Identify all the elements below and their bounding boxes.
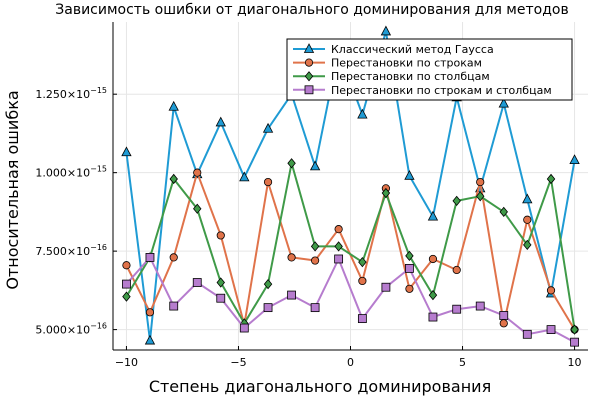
diamond-marker xyxy=(334,241,343,252)
diamond-marker xyxy=(570,324,579,335)
square-marker xyxy=(122,279,131,289)
circle-marker xyxy=(523,215,532,224)
triangle-marker xyxy=(144,334,156,345)
diamond-marker xyxy=(263,278,273,290)
circle-marker xyxy=(405,284,414,293)
circle-marker xyxy=(428,254,438,264)
legend-label: Классический метод Гаусса xyxy=(331,43,494,56)
triangle-marker xyxy=(522,193,533,204)
diamond-marker xyxy=(452,195,461,207)
square-marker xyxy=(428,312,438,322)
square-marker xyxy=(192,278,202,287)
diamond-marker xyxy=(428,289,438,301)
circle-marker xyxy=(122,261,131,270)
circle-marker xyxy=(546,286,556,295)
series xyxy=(122,253,579,347)
triangle-marker xyxy=(239,171,250,182)
y-axis-title: Относительная ошибка xyxy=(3,90,22,289)
square-marker xyxy=(381,282,391,292)
square-marker xyxy=(334,254,344,264)
legend-box xyxy=(286,38,573,101)
circle-marker xyxy=(263,177,273,187)
chart-title: Зависимость ошибки от диагонального доми… xyxy=(55,2,568,18)
circle-marker xyxy=(452,265,461,275)
square-marker xyxy=(287,290,296,300)
square-marker xyxy=(239,323,249,333)
legend-label: Перестановки по строкам и столбцам xyxy=(331,84,552,97)
circle-marker xyxy=(193,168,202,177)
diamond-marker xyxy=(499,206,508,218)
square-marker xyxy=(499,311,509,320)
triangle-marker xyxy=(262,122,274,133)
square-marker xyxy=(304,85,314,95)
triangle-marker xyxy=(498,97,509,108)
circle-marker xyxy=(499,319,508,328)
diamond-marker xyxy=(405,250,414,261)
circle-marker xyxy=(287,253,296,262)
triangle-marker xyxy=(427,210,439,221)
diamond-marker xyxy=(193,203,202,214)
circle-marker xyxy=(358,276,367,286)
x-tick-label: 10 xyxy=(568,356,582,369)
triangle-marker xyxy=(404,169,415,180)
y-tick-label: 7.500×10−16 xyxy=(35,243,107,258)
x-tick-label: −5 xyxy=(230,356,246,369)
triangle-marker xyxy=(215,116,226,127)
square-marker xyxy=(169,301,179,311)
triangle-marker xyxy=(309,160,321,171)
diamond-marker xyxy=(216,277,225,288)
circle-marker xyxy=(169,253,178,262)
circle-marker xyxy=(216,231,225,240)
diamond-marker xyxy=(476,191,485,202)
triangle-marker xyxy=(380,25,392,36)
circle-marker xyxy=(304,58,314,67)
y-tick-label: 1.250×10−15 xyxy=(35,86,107,101)
diamond-marker xyxy=(122,291,131,302)
diamond-marker xyxy=(287,158,296,169)
triangle-marker xyxy=(168,100,179,111)
square-marker xyxy=(263,303,273,313)
x-tick-label: 5 xyxy=(459,356,466,369)
square-marker xyxy=(475,301,485,311)
diamond-marker xyxy=(310,241,320,252)
circle-marker xyxy=(310,256,320,265)
square-marker xyxy=(405,263,414,273)
diamond-marker xyxy=(546,173,556,185)
square-marker xyxy=(310,303,320,313)
y-tick-label: 1.000×10−15 xyxy=(35,165,107,180)
x-tick-label: 0 xyxy=(347,356,354,369)
square-marker xyxy=(570,337,579,347)
triangle-marker xyxy=(357,108,368,119)
series-group xyxy=(121,25,580,347)
circle-marker xyxy=(476,177,485,187)
square-marker xyxy=(357,314,367,324)
legend-label: Перестановки по строкам xyxy=(331,57,482,70)
diamond-marker xyxy=(523,239,532,250)
x-tick-label: −10 xyxy=(115,356,138,369)
square-marker xyxy=(522,329,532,339)
triangle-marker xyxy=(569,154,580,165)
square-marker xyxy=(452,304,462,314)
tick-labels: −10 −5 0 5 10 5.000×10−16 7.500×10−16 1.000×10−… xyxy=(35,86,581,369)
square-marker xyxy=(546,325,556,334)
triangle-marker xyxy=(303,43,315,53)
square-marker xyxy=(145,253,155,262)
diamond-marker xyxy=(381,187,391,199)
axes xyxy=(112,22,588,351)
circle-marker xyxy=(334,225,343,234)
triangle-marker xyxy=(121,146,132,157)
diamond-marker xyxy=(304,71,314,82)
y-tick-label: 5.000×10−16 xyxy=(35,322,107,337)
diamond-marker xyxy=(169,173,178,185)
diamond-marker xyxy=(358,256,367,268)
series-line xyxy=(125,162,576,330)
series xyxy=(122,158,579,335)
circle-marker xyxy=(145,308,155,317)
x-axis-title: Степень диагонального доминирования xyxy=(149,377,491,396)
legend-label: Перестановки по столбцам xyxy=(331,70,490,83)
square-marker xyxy=(216,293,226,303)
